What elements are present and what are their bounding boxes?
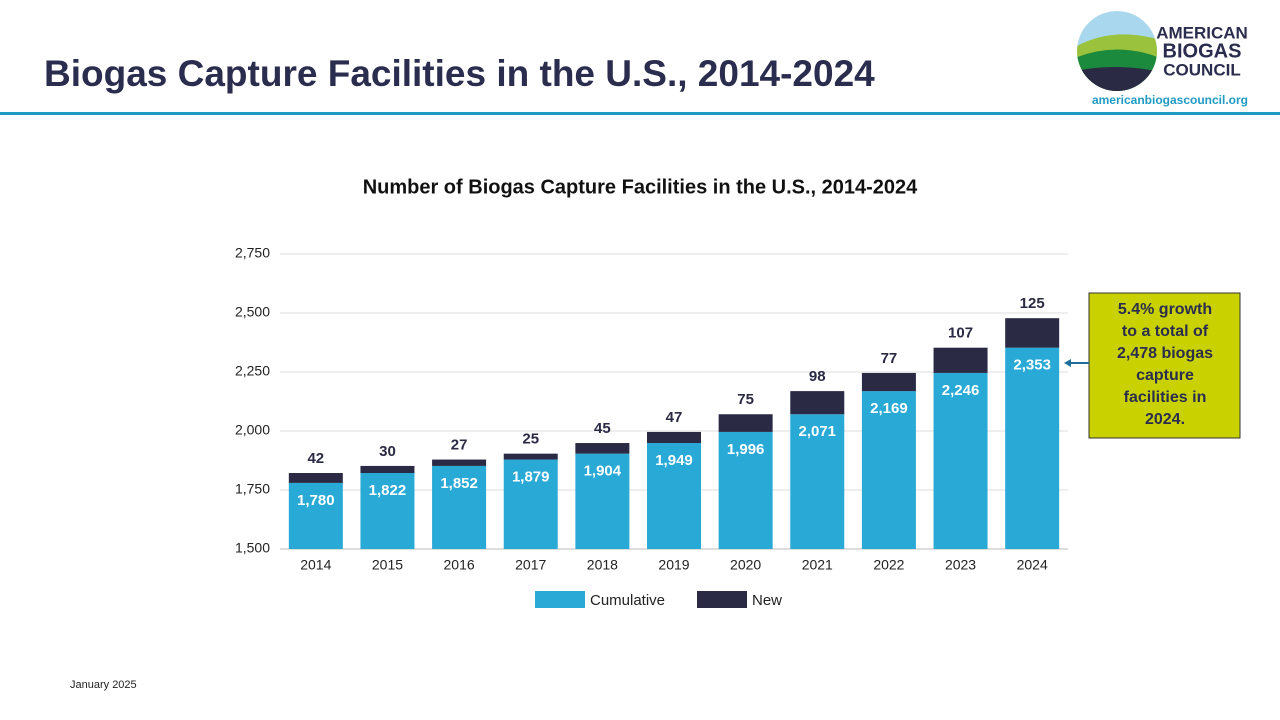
bar-segment — [718, 414, 773, 432]
annotation-text: 2024. — [1145, 411, 1185, 428]
value-label: 1,822 — [369, 482, 407, 499]
bar-segment — [432, 459, 487, 466]
y-tick-label: 2,750 — [235, 245, 270, 261]
legend-label: New — [752, 592, 782, 609]
annotation-text: 5.4% growth — [1118, 301, 1212, 318]
value-label: 1,949 — [655, 452, 693, 469]
value-label: 27 — [451, 437, 468, 454]
x-tick-label: 2022 — [873, 557, 904, 573]
header-rule — [0, 112, 1280, 115]
bar-segment — [933, 372, 988, 549]
x-tick-label: 2017 — [515, 557, 546, 573]
chart-title: Number of Biogas Capture Facilities in t… — [363, 176, 918, 198]
bar-segment — [503, 453, 558, 460]
logo-url: americanbiogascouncil.org — [1092, 93, 1248, 107]
bar-segment — [790, 391, 845, 415]
bar-segment — [647, 431, 701, 444]
value-label: 75 — [737, 391, 754, 408]
x-tick-label: 2016 — [444, 557, 475, 573]
annotation-arrowhead — [1064, 359, 1071, 367]
value-label: 77 — [881, 350, 898, 367]
bar-segment — [575, 443, 630, 454]
value-label: 98 — [809, 368, 826, 385]
annotation-text: 2,478 biogas — [1117, 345, 1213, 362]
logo-text: AMERICAN — [1156, 23, 1248, 42]
y-tick-label: 2,250 — [235, 363, 270, 379]
bar-segment — [432, 465, 487, 549]
y-tick-label: 1,500 — [235, 540, 270, 556]
bar-segment — [288, 482, 343, 549]
logo-mark — [1077, 11, 1157, 91]
value-label: 1,780 — [297, 492, 335, 509]
x-tick-label: 2018 — [587, 557, 618, 573]
value-label: 30 — [379, 443, 396, 460]
legend-label: Cumulative — [590, 592, 665, 609]
slide-title: Biogas Capture Facilities in the U.S., 2… — [44, 53, 875, 94]
bar-segment — [933, 347, 988, 373]
value-label: 125 — [1020, 295, 1045, 312]
bar-segment — [575, 453, 630, 549]
x-tick-label: 2020 — [730, 557, 761, 573]
bar-segment — [360, 465, 415, 474]
value-label: 25 — [522, 431, 539, 448]
bar-segment — [718, 431, 773, 549]
value-label: 2,169 — [870, 400, 908, 417]
bar-segment — [1005, 347, 1060, 549]
bar-segment — [647, 443, 701, 549]
value-label: 47 — [666, 409, 683, 426]
value-label: 2,246 — [942, 382, 980, 399]
bar-segment — [790, 414, 845, 549]
value-label: 45 — [594, 420, 611, 437]
y-tick-label: 2,500 — [235, 304, 270, 320]
legend-swatch — [697, 591, 747, 608]
value-label: 107 — [948, 325, 973, 342]
x-tick-label: 2019 — [658, 557, 689, 573]
annotation-text: facilities in — [1124, 389, 1207, 406]
value-label: 42 — [307, 450, 324, 467]
value-label: 2,071 — [798, 423, 836, 440]
bar-segment — [861, 391, 916, 549]
value-label: 1,852 — [440, 475, 478, 492]
footer-date: January 2025 — [70, 679, 137, 691]
bar-segment — [1005, 318, 1060, 348]
annotation-text: capture — [1136, 367, 1194, 384]
value-label: 2,353 — [1013, 357, 1051, 374]
y-tick-label: 2,000 — [235, 422, 270, 438]
bar-segment — [360, 473, 415, 549]
legend-swatch — [535, 591, 585, 608]
x-tick-label: 2015 — [372, 557, 403, 573]
x-tick-label: 2014 — [300, 557, 331, 573]
annotation-box — [1088, 292, 1241, 439]
x-tick-label: 2021 — [802, 557, 833, 573]
x-tick-label: 2024 — [1017, 557, 1048, 573]
logo-text: COUNCIL — [1163, 60, 1240, 79]
bar-segment — [503, 459, 558, 549]
value-label: 1,996 — [727, 441, 765, 458]
bar-segment — [861, 372, 916, 392]
logo-text: BIOGAS — [1163, 40, 1242, 62]
x-tick-label: 2023 — [945, 557, 976, 573]
y-tick-label: 1,750 — [235, 481, 270, 497]
bar-segment — [288, 473, 343, 483]
value-label: 1,879 — [512, 469, 550, 486]
annotation-text: to a total of — [1122, 323, 1209, 340]
value-label: 1,904 — [584, 463, 622, 480]
